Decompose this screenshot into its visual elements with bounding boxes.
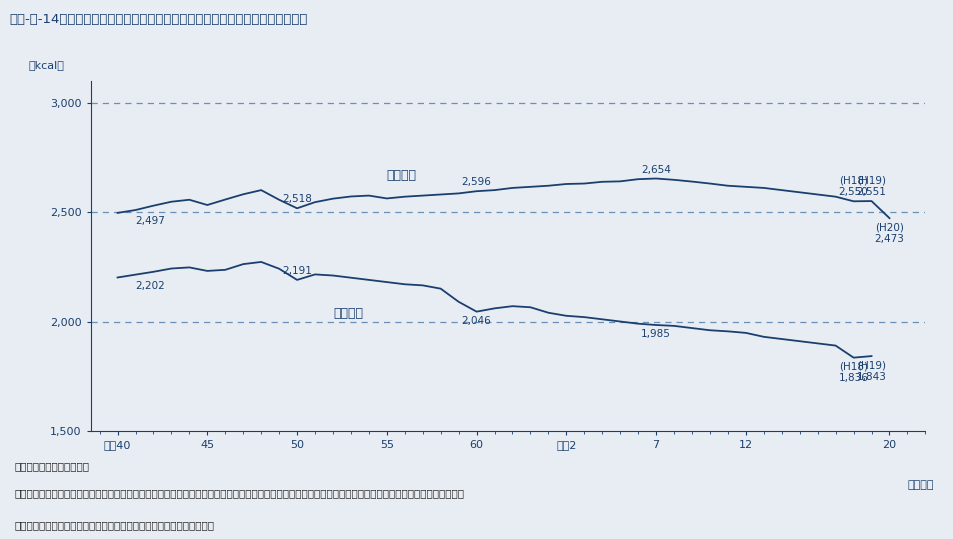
Text: (H18)
1,836: (H18) 1,836 (838, 362, 867, 383)
Text: ２　両熱量は、統計の調査方法及び熱量の算出方法が全く異なり、単純には比較できないため、両熱量の差はあくまで食べ残し・廃棄の目安として位置付け: ２ 両熱量は、統計の調査方法及び熱量の算出方法が全く異なり、単純には比較できない… (14, 488, 464, 498)
Text: 2,191: 2,191 (282, 266, 312, 276)
Text: (H20)
2,473: (H20) 2,473 (874, 222, 903, 244)
Text: 2,046: 2,046 (461, 315, 491, 326)
Text: （kcal）: （kcal） (28, 60, 64, 70)
Text: 注：１　酒類を含まない。: 注：１ 酒類を含まない。 (14, 461, 90, 471)
Text: 1,985: 1,985 (640, 329, 670, 339)
Text: 2,202: 2,202 (135, 281, 165, 291)
Text: 2,497: 2,497 (135, 216, 165, 226)
Text: 摄取熱量: 摄取熱量 (333, 307, 362, 320)
Text: 図３-３-14　供給熱量（食料需給表）と摄取熱量（国民健康・栄養調査）の推移: 図３-３-14 供給熱量（食料需給表）と摄取熱量（国民健康・栄養調査）の推移 (10, 13, 308, 26)
Text: (H18)
2,550: (H18) 2,550 (838, 176, 867, 197)
Text: 2,654: 2,654 (640, 164, 670, 175)
Text: (H19)
1,843: (H19) 1,843 (856, 360, 885, 382)
Text: 供給熱量: 供給熱量 (386, 169, 416, 182)
Text: 2,518: 2,518 (282, 195, 312, 204)
Text: 資料：農林水産省「食料需給表」、厄生労働省「国民健康・栄養調査」: 資料：農林水産省「食料需給表」、厄生労働省「国民健康・栄養調査」 (14, 520, 214, 530)
Text: 2,596: 2,596 (461, 177, 491, 187)
Text: (H19)
2,551: (H19) 2,551 (856, 176, 885, 197)
Text: （年度）: （年度） (906, 480, 933, 490)
